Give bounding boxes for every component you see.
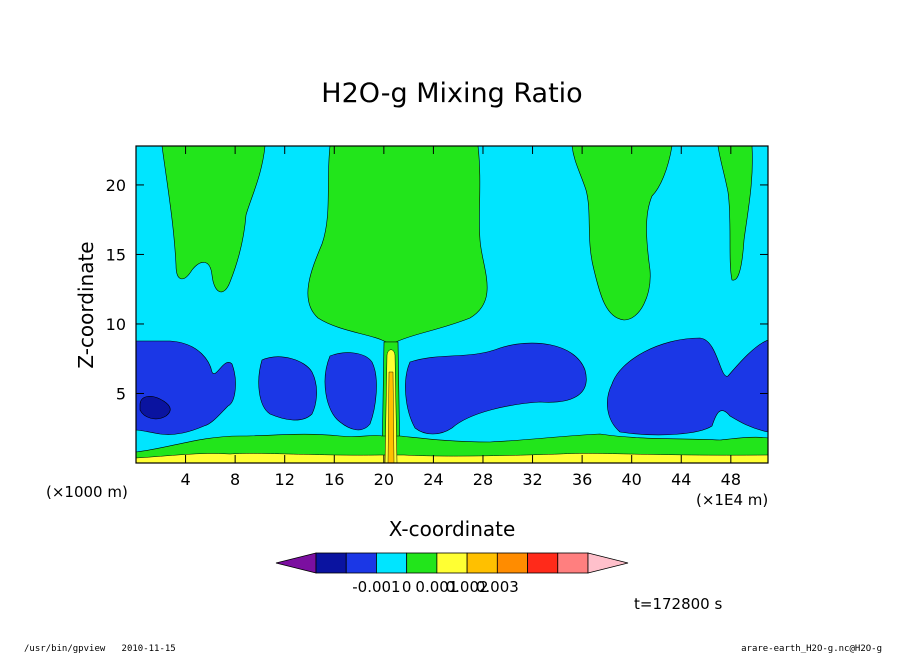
- x-tick-label: 32: [522, 470, 542, 489]
- contour-blue-blob-3: [324, 352, 377, 431]
- chart-title: H2O-g Mixing Ratio: [321, 78, 582, 109]
- colorbar-segment: [345, 552, 377, 574]
- contour-green-plume-3: [571, 146, 673, 321]
- contour-blue-blob-2: [258, 356, 317, 421]
- contour-blue-blob-5: [607, 337, 768, 436]
- contour-green-plume-1: [161, 146, 266, 293]
- plot-frame: [135, 145, 769, 464]
- y-axis-ticks: 5 10 15 20: [106, 176, 768, 403]
- x-axis-ticks: 4 8 12 16 20 24 28 32 36 40 44 48: [180, 146, 741, 489]
- x-tick-label: 20: [374, 470, 394, 489]
- colorbar-segment: [436, 552, 468, 574]
- colorbar-segment: [376, 552, 408, 574]
- colorbar-tick-label: 0.002: [446, 578, 489, 596]
- colorbar-segment: [315, 552, 347, 574]
- colorbar-tick-label: 0.001: [415, 578, 458, 596]
- x-tick-label: 48: [721, 470, 741, 489]
- x-tick-label: 12: [275, 470, 295, 489]
- contour-green-plume-4: [717, 146, 753, 281]
- x-tick-label: 8: [230, 470, 240, 489]
- y-tick-label: 5: [116, 384, 126, 403]
- colorbar-extend-high: [587, 552, 629, 574]
- x-scale-note: (×1E4 m): [696, 491, 768, 509]
- x-tick-label: 36: [572, 470, 592, 489]
- x-tick-label: 24: [423, 470, 443, 489]
- plot-area: [136, 146, 768, 463]
- x-tick-label: 44: [671, 470, 691, 489]
- colorbar-segment: [527, 552, 559, 574]
- y-tick-label: 15: [106, 245, 126, 264]
- colorbar-extend-low: [275, 552, 317, 574]
- colorbar-segment: [496, 552, 528, 574]
- colorbar-tick-label: 0: [402, 578, 412, 596]
- x-tick-label: 28: [473, 470, 493, 489]
- y-tick-label: 10: [106, 315, 126, 334]
- colorbar-tick-label: 0.003: [476, 578, 519, 596]
- contour-green-plume-2: [307, 146, 488, 343]
- y-tick-label: 20: [106, 176, 126, 195]
- colorbar-segment: [406, 552, 438, 574]
- colorbar-segment: [557, 552, 589, 574]
- contour-darkblue-blob: [139, 396, 171, 420]
- x-tick-label: 40: [622, 470, 642, 489]
- footer-right: arare-earth_H2O-g.nc@H2O-g: [741, 644, 882, 654]
- x-axis-label: X-coordinate: [389, 517, 516, 541]
- contour-orange-spike: [387, 371, 395, 463]
- contour-blue-blob-4: [405, 342, 587, 435]
- y-axis-label: Z-coordinate: [74, 241, 98, 368]
- y-scale-note: (×1000 m): [46, 483, 128, 501]
- colorbar-tick-label: -0.001: [352, 578, 400, 596]
- colorbar: [275, 552, 629, 574]
- time-annotation: t=172800 s: [634, 595, 722, 613]
- footer-left: /usr/bin/gpview 2010-11-15: [24, 644, 176, 654]
- contour-yellow-surface: [136, 453, 768, 463]
- colorbar-segment: [466, 552, 498, 574]
- x-tick-label: 16: [324, 470, 344, 489]
- x-tick-label: 4: [180, 470, 190, 489]
